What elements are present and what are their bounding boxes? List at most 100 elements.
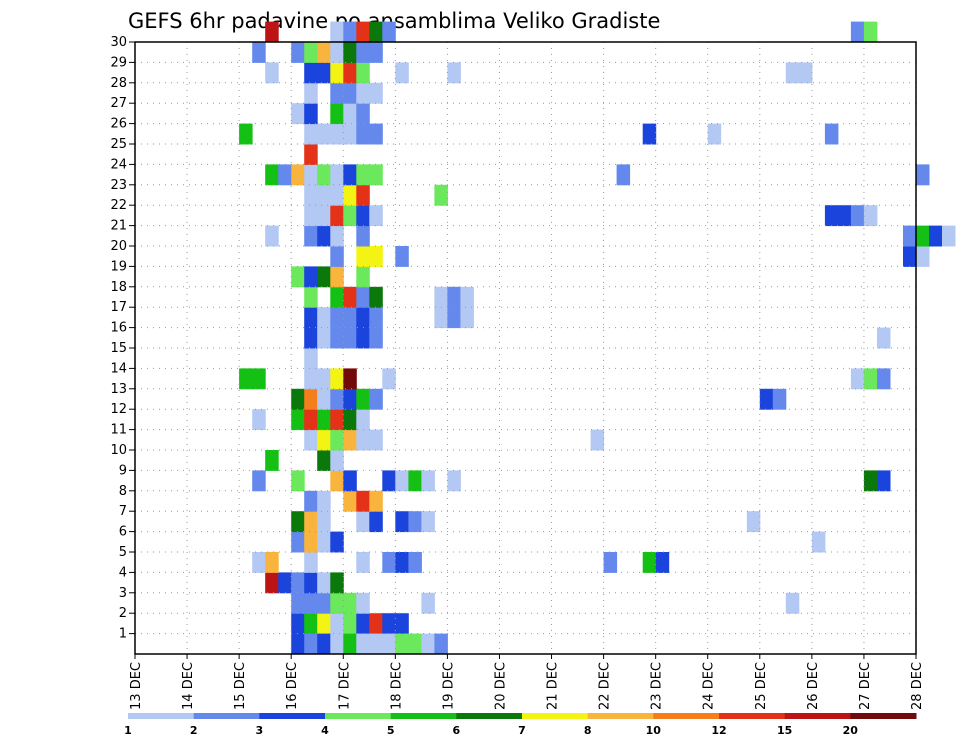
heatmap-cell — [343, 368, 357, 390]
heatmap-cell — [317, 327, 331, 349]
heatmap-cell — [330, 409, 344, 431]
heatmap-cell — [343, 470, 357, 492]
heatmap-cell — [343, 164, 357, 186]
heatmap-cell — [356, 266, 370, 288]
heatmap-cell — [317, 42, 331, 63]
heatmap-cell — [291, 531, 305, 553]
heatmap-cell — [265, 450, 279, 471]
heatmap-cell — [330, 42, 344, 63]
y-tick-label: 28 — [110, 76, 127, 91]
heatmap-cell — [265, 164, 279, 186]
colorbar-label: 5 — [387, 724, 395, 737]
heatmap-cell — [343, 21, 357, 43]
heatmap-cell — [304, 42, 318, 63]
y-tick-label: 18 — [110, 280, 127, 295]
heatmap-cell — [916, 225, 930, 247]
heatmap-cell — [291, 613, 305, 635]
y-tick-label: 8 — [119, 484, 127, 499]
heatmap-cell — [343, 205, 357, 227]
heatmap-cell — [421, 592, 435, 614]
heatmap-cell — [395, 470, 409, 492]
y-tick-label: 30 — [110, 35, 127, 50]
heatmap-cell — [343, 42, 357, 63]
heatmap-cell — [421, 470, 435, 492]
heatmap-cell — [434, 286, 448, 308]
heatmap-cell — [903, 246, 917, 267]
heatmap-cell — [304, 531, 318, 553]
heatmap-cell — [382, 470, 396, 492]
heatmap-cell — [239, 368, 253, 390]
y-tick-label: 1 — [119, 627, 127, 642]
heatmap-cell — [343, 429, 357, 451]
heatmap-cell — [850, 21, 865, 43]
heatmap-cell — [863, 205, 878, 227]
heatmap-cell — [616, 164, 631, 186]
heatmap-cell — [291, 103, 305, 125]
heatmap-cell — [317, 409, 331, 431]
heatmap-cell — [343, 633, 357, 655]
colorbar-swatch — [522, 713, 589, 719]
heatmap-cell — [356, 42, 370, 63]
colorbar-swatch — [128, 713, 195, 719]
heatmap-cell — [317, 572, 331, 594]
x-tick-label: 13 DEC — [129, 662, 144, 710]
colorbar-swatch — [784, 713, 851, 719]
y-tick-label: 12 — [110, 402, 127, 417]
heatmap-cell — [460, 307, 474, 329]
heatmap-cell — [916, 164, 930, 186]
heatmap-cell — [317, 388, 331, 410]
heatmap-cell — [291, 633, 305, 655]
colorbar-label: 15 — [777, 724, 792, 737]
x-axis: 13 DEC 14 DEC 15 DEC 16 DEC 17 DEC 18 DEC 19 D… — [129, 654, 925, 710]
heatmap-cell — [330, 246, 344, 267]
heatmap-cell — [343, 490, 357, 512]
heatmap-cell — [304, 62, 318, 84]
heatmap-cell — [304, 123, 318, 145]
heatmap-cell — [330, 164, 344, 186]
heatmap-cell — [408, 552, 422, 573]
heatmap-cell — [304, 592, 318, 614]
heatmap-cell — [343, 327, 357, 349]
heatmap-cell — [447, 286, 461, 308]
y-tick-label: 27 — [110, 96, 127, 111]
heatmap-cell — [434, 633, 448, 655]
heatmap-cell — [330, 388, 344, 410]
y-tick-label: 16 — [110, 321, 127, 336]
heatmap-cell — [304, 633, 318, 655]
heatmap-cell — [356, 552, 370, 573]
heatmap-cell — [291, 572, 305, 594]
heatmap-cell — [369, 286, 383, 308]
heatmap-cell — [707, 123, 722, 145]
heatmap-cell — [642, 123, 657, 145]
heatmap-cell — [330, 327, 344, 349]
heatmap-cell — [304, 286, 318, 308]
heatmap-cell — [356, 633, 370, 655]
colorbar-label: 4 — [321, 724, 329, 737]
heatmap-cell — [343, 123, 357, 145]
x-tick-label: 19 DEC — [441, 662, 456, 710]
y-tick-label: 4 — [119, 565, 127, 580]
y-tick-label: 15 — [110, 341, 127, 356]
heatmap-cell — [304, 164, 318, 186]
heatmap-cell — [317, 450, 331, 471]
heatmap-cell — [304, 368, 318, 390]
heatmap-cell — [369, 327, 383, 349]
x-tick-label: 21 DEC — [546, 662, 561, 710]
heatmap-cell — [356, 511, 370, 533]
heatmap-cell — [278, 164, 292, 186]
heatmap-cell — [330, 592, 344, 614]
heatmap-cell — [903, 225, 917, 247]
colorbar-swatch — [390, 713, 457, 719]
y-tick-label: 11 — [110, 423, 127, 438]
heatmap-cell — [330, 103, 344, 125]
heatmap-cell — [447, 62, 461, 84]
heatmap-cell — [382, 633, 396, 655]
heatmap-cell — [330, 429, 344, 451]
x-tick-label: 18 DEC — [389, 662, 404, 710]
heatmap-cell — [252, 470, 266, 492]
heatmap-cell — [304, 572, 318, 594]
heatmap-cell — [850, 368, 865, 390]
heatmap-cell — [317, 490, 331, 512]
heatmap-cell — [304, 327, 318, 349]
heatmap-cell — [382, 613, 396, 635]
